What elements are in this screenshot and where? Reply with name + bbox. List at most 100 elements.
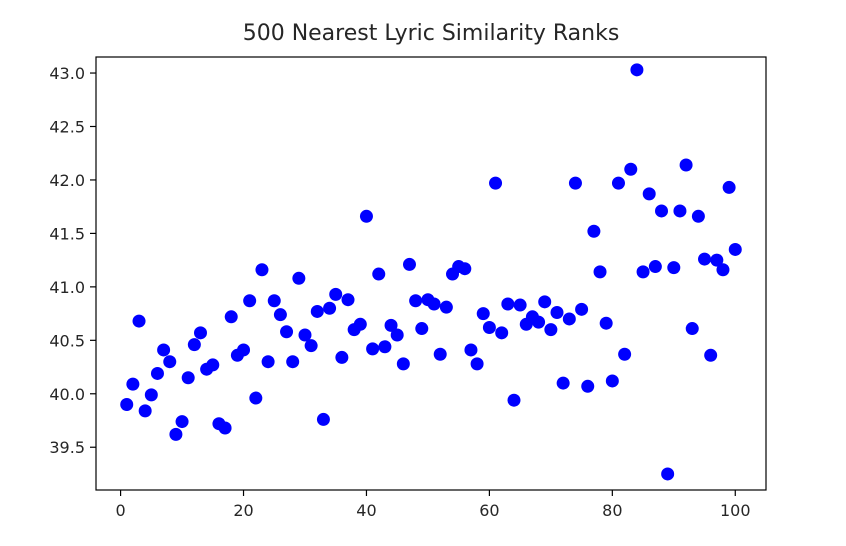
y-tick-label: 41.0 [49,278,85,297]
y-tick-label: 40.0 [49,385,85,404]
data-point [655,204,669,218]
data-point [132,314,146,328]
data-point [126,377,140,391]
data-point [243,294,257,308]
data-point [698,252,712,266]
data-point [390,328,404,342]
data-point [120,397,134,411]
data-point [353,317,367,331]
x-tick-label: 20 [233,501,253,520]
data-point [323,301,337,315]
plot-area-frame [95,56,767,491]
data-point [193,326,207,340]
y-tick-label: 41.5 [49,224,85,243]
data-points [120,63,742,481]
data-point [280,325,294,339]
data-point [495,326,509,340]
data-point [249,391,263,405]
data-point [273,308,287,322]
data-point [630,63,644,77]
data-point [501,297,515,311]
data-point [667,261,681,275]
data-point [470,357,484,371]
data-point [575,302,589,316]
data-point [562,312,576,326]
data-point [611,176,625,190]
data-point [409,294,423,308]
data-point [310,304,324,318]
data-point [648,260,662,274]
data-point [722,180,736,194]
data-point [384,318,398,332]
x-axis-ticks: 0 20 40 60 80 100 [115,490,751,520]
data-point [605,374,619,388]
data-point [335,350,349,364]
chart-title: 500 Nearest Lyric Similarity Ranks [243,21,620,46]
x-tick-label: 40 [356,501,376,520]
data-point [218,421,232,435]
x-tick-label: 0 [115,501,125,520]
data-point [538,295,552,309]
data-point [286,355,300,369]
data-point [292,271,306,285]
data-point [396,357,410,371]
data-point [359,209,373,223]
data-point [255,263,269,277]
data-point [181,371,195,385]
data-point [636,265,650,279]
data-point [175,415,189,429]
y-tick-label: 42.0 [49,171,85,190]
data-point [316,412,330,426]
data-point [378,340,392,354]
data-point [304,339,318,353]
data-point [710,253,724,267]
data-point [685,322,699,336]
data-point [224,310,238,324]
data-point [618,347,632,361]
data-point [261,355,275,369]
data-point [237,343,251,357]
data-point [593,265,607,279]
x-tick-label: 100 [720,501,751,520]
data-point [679,158,693,172]
y-axis-ticks: 39.5 40.0 40.5 41.0 41.5 42.0 42.5 43.0 [49,64,96,457]
data-point [187,338,201,352]
data-point [267,294,281,308]
data-point [489,176,503,190]
data-point [329,287,343,301]
data-point [476,307,490,321]
data-point [458,262,472,276]
data-point [150,366,164,380]
data-point [138,404,152,418]
data-point [691,209,705,223]
data-point [581,379,595,393]
data-point [556,376,570,390]
data-point [599,316,613,330]
data-point [366,342,380,356]
data-point [507,393,521,407]
y-tick-label: 43.0 [49,64,85,83]
data-point [464,343,478,357]
y-tick-label: 39.5 [49,438,85,457]
x-tick-label: 80 [602,501,622,520]
data-point [568,176,582,190]
data-point [513,298,527,312]
data-point [402,257,416,271]
data-point [532,315,546,329]
data-point [673,204,687,218]
data-point [144,388,158,402]
data-point [427,297,441,311]
data-point [587,224,601,238]
data-point [298,328,312,342]
data-point [372,267,386,281]
data-point [415,322,429,336]
data-point [341,293,355,307]
data-point [157,343,171,357]
data-point [704,348,718,362]
data-point [206,358,220,372]
data-point [624,162,638,176]
data-point [439,300,453,314]
data-point [544,323,558,337]
